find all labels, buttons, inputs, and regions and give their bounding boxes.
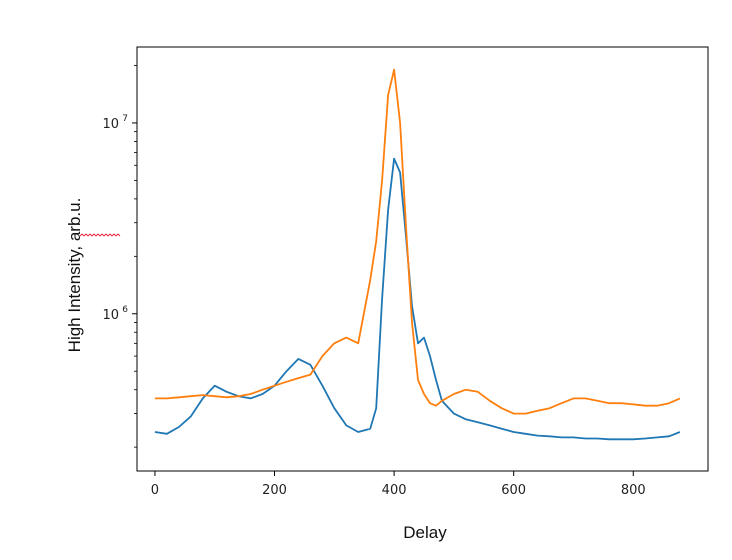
x-tick-label: 0 <box>151 483 159 498</box>
series-layer <box>154 68 681 441</box>
y-axis-label: High Intensity, arb.u. <box>65 198 84 353</box>
x-tick-label: 400 <box>382 483 407 498</box>
y-tick-label: 10 <box>102 308 119 323</box>
plot-frame <box>136 46 709 472</box>
x-axis-label: Delay <box>403 523 447 542</box>
y-tick-exponent: 6 <box>122 305 128 315</box>
series-line-2 <box>154 68 681 415</box>
x-tick-label: 200 <box>262 483 287 498</box>
x-axis: 0 200 400 600 800 <box>151 471 646 498</box>
x-tick-label: 800 <box>621 483 646 498</box>
series-line-1 <box>154 157 681 441</box>
y-axis-label-group: High Intensity, arb.u. <box>65 198 84 353</box>
spellcheck-underline <box>79 233 121 237</box>
y-tick-label: 10 <box>102 117 119 132</box>
x-tick-label: 600 <box>501 483 526 498</box>
y-tick-exponent: 7 <box>122 114 128 124</box>
